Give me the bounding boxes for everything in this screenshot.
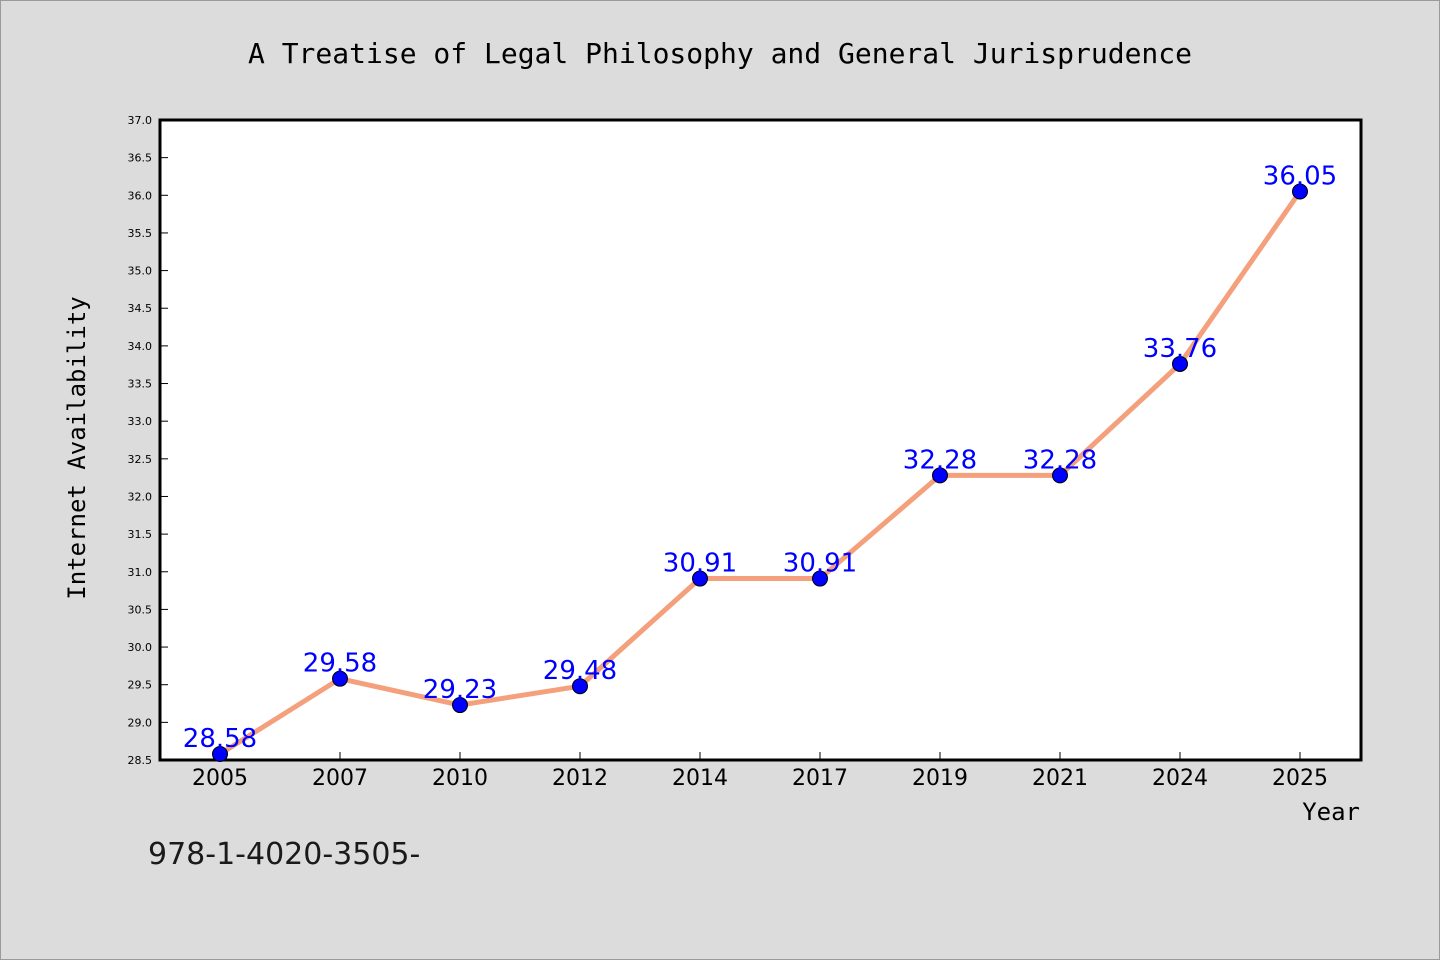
y-tick-label: 35.0 — [128, 265, 153, 278]
data-label: 29.58 — [303, 649, 377, 679]
x-tick-label: 2019 — [912, 766, 968, 791]
x-axis-label: Year — [1302, 798, 1360, 826]
y-axis-label: Internet Availability — [63, 296, 91, 599]
data-point — [572, 678, 588, 695]
data-label: 28.58 — [183, 724, 257, 754]
y-tick-label: 35.5 — [128, 227, 153, 240]
x-tick-label: 2014 — [672, 766, 728, 791]
data-point — [812, 570, 828, 587]
data-label: 30.91 — [663, 549, 737, 579]
data-point — [692, 570, 708, 587]
y-tick-label: 33.0 — [128, 415, 153, 428]
y-tick-label: 31.5 — [128, 528, 153, 541]
data-point — [332, 670, 348, 687]
data-point — [1172, 355, 1188, 372]
y-tick-label: 34.5 — [128, 302, 153, 315]
x-tick-label: 2024 — [1152, 766, 1208, 791]
y-tick-label: 29.0 — [128, 716, 153, 729]
data-label: 30.91 — [783, 549, 857, 579]
y-tick-label: 32.0 — [128, 490, 153, 503]
series-line — [217, 189, 1303, 757]
data-label: 29.23 — [423, 675, 497, 705]
data-labels: 28.58 29.58 29.23 29.48 30.91 30.91 32.28 32.28… — [183, 162, 1337, 754]
plot-area — [158, 118, 1363, 762]
data-label: 32.28 — [1023, 445, 1097, 475]
data-label: 29.48 — [543, 656, 617, 686]
y-tick-label: 37.0 — [128, 114, 153, 127]
data-point — [212, 745, 228, 762]
data-point — [932, 467, 948, 484]
y-tick-label: 36.5 — [128, 152, 153, 165]
y-tick-label: 30.5 — [128, 603, 153, 616]
data-label: 33.76 — [1143, 334, 1217, 364]
y-tick-label: 36.0 — [128, 189, 153, 202]
y-tick-label: 29.5 — [128, 679, 153, 692]
x-axis: 2005 2007 2010 2012 2014 2017 2019 2021 2024 2025 — [192, 752, 1328, 791]
y-tick-label: 34.0 — [128, 340, 153, 353]
series-markers — [212, 183, 1308, 762]
y-axis: 28.5 29.0 29.5 30.0 30.5 31.0 31.5 32.0 32.5 33.0… — [128, 114, 168, 767]
data-label: 36.05 — [1263, 162, 1337, 192]
x-tick-label: 2005 — [192, 766, 248, 791]
x-tick-label: 2007 — [312, 766, 368, 791]
data-point — [452, 697, 468, 714]
y-tick-label: 32.5 — [128, 453, 153, 466]
y-tick-label: 33.5 — [128, 378, 153, 391]
data-point — [1292, 183, 1308, 200]
x-tick-label: 2017 — [792, 766, 848, 791]
isbn-footer: 978-1-4020-3505- — [148, 837, 420, 872]
y-tick-label: 30.0 — [128, 641, 153, 654]
chart-title: A Treatise of Legal Philosophy and Gener… — [248, 37, 1192, 70]
data-point — [1052, 467, 1068, 484]
y-tick-label: 31.0 — [128, 566, 153, 579]
x-tick-label: 2021 — [1032, 766, 1088, 791]
data-label: 32.28 — [903, 445, 977, 475]
y-tick-label: 28.5 — [128, 754, 153, 767]
series-polyline — [217, 189, 1303, 757]
x-tick-label: 2025 — [1272, 766, 1328, 791]
x-tick-label: 2010 — [432, 766, 488, 791]
x-tick-label: 2012 — [552, 766, 608, 791]
